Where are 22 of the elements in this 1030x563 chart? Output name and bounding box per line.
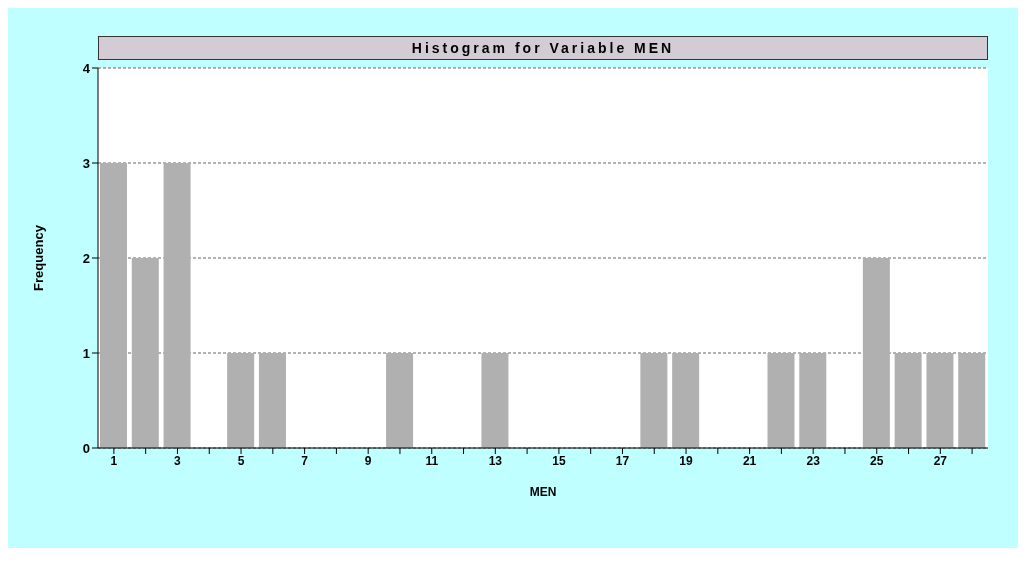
x-tick-label: 25 (870, 453, 884, 468)
x-tick-label: 21 (742, 453, 757, 468)
y-tick-label: 0 (82, 440, 90, 456)
y-axis-title: Frequency (30, 224, 46, 291)
x-tick-label: 11 (425, 453, 439, 468)
y-tick-label: 3 (82, 155, 90, 171)
x-tick-label: 13 (488, 453, 503, 468)
x-tick-label: 7 (301, 453, 309, 468)
y-tick-label: 4 (82, 60, 91, 76)
x-tick-label: 9 (364, 453, 372, 468)
x-tick-label: 27 (933, 453, 948, 468)
x-tick-label: 1 (110, 453, 118, 468)
x-tick-label: 23 (806, 453, 821, 468)
y-tick-label: 1 (82, 345, 90, 361)
chart-title: Histogram for Variable MEN (98, 36, 988, 60)
x-tick-label: 15 (552, 453, 566, 468)
x-tick-label: 5 (237, 453, 245, 468)
y-tick-label: 2 (82, 250, 90, 266)
x-tick-label: 17 (615, 453, 630, 468)
x-axis-title: MEN (529, 485, 557, 499)
x-tick-label: 19 (679, 453, 694, 468)
x-tick-label: 3 (174, 453, 182, 468)
